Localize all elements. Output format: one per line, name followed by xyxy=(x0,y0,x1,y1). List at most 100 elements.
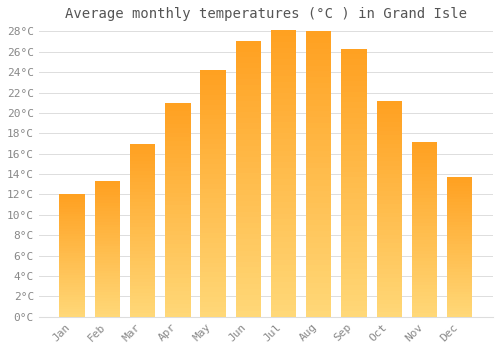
Bar xyxy=(60,202,85,204)
Bar xyxy=(376,101,402,105)
Bar xyxy=(236,239,261,245)
Bar xyxy=(236,173,261,179)
Bar xyxy=(200,75,226,80)
Bar xyxy=(412,167,437,170)
Bar xyxy=(165,248,190,253)
Bar xyxy=(60,309,85,312)
Bar xyxy=(236,184,261,190)
Bar xyxy=(412,174,437,177)
Bar xyxy=(271,162,296,168)
Bar xyxy=(376,105,402,109)
Bar xyxy=(447,283,472,286)
Bar xyxy=(376,200,402,204)
Bar xyxy=(94,254,120,257)
Bar xyxy=(94,273,120,276)
Bar xyxy=(306,83,332,89)
Bar xyxy=(306,282,332,288)
Bar xyxy=(60,253,85,255)
Bar xyxy=(130,213,156,216)
Bar xyxy=(60,302,85,304)
Bar xyxy=(60,195,85,197)
Bar xyxy=(271,70,296,76)
Bar xyxy=(130,251,156,254)
Bar xyxy=(165,210,190,214)
Bar xyxy=(60,297,85,300)
Bar xyxy=(94,187,120,189)
Bar xyxy=(376,109,402,114)
Bar xyxy=(376,183,402,187)
Bar xyxy=(342,177,366,183)
Bar xyxy=(376,196,402,200)
Bar xyxy=(165,265,190,270)
Bar xyxy=(236,273,261,278)
Bar xyxy=(412,247,437,251)
Bar xyxy=(236,190,261,195)
Bar xyxy=(342,140,366,145)
Bar xyxy=(236,63,261,68)
Bar xyxy=(447,191,472,194)
Bar xyxy=(447,199,472,202)
Bar xyxy=(342,242,366,247)
Bar xyxy=(200,144,226,149)
Bar xyxy=(130,199,156,202)
Bar xyxy=(306,294,332,300)
Bar xyxy=(130,206,156,209)
Bar xyxy=(306,288,332,294)
Bar xyxy=(94,203,120,206)
Bar xyxy=(447,275,472,278)
Bar xyxy=(165,103,190,107)
Bar xyxy=(236,68,261,74)
Bar xyxy=(130,150,156,154)
Bar xyxy=(60,256,85,258)
Bar xyxy=(130,300,156,303)
Bar xyxy=(200,198,226,203)
Bar xyxy=(342,295,366,301)
Bar xyxy=(306,306,332,311)
Bar xyxy=(236,124,261,129)
Bar xyxy=(376,300,402,304)
Bar xyxy=(165,253,190,257)
Bar xyxy=(236,151,261,156)
Bar xyxy=(412,299,437,303)
Bar xyxy=(200,124,226,129)
Bar xyxy=(271,156,296,162)
Bar xyxy=(306,243,332,248)
Bar xyxy=(376,191,402,196)
Bar xyxy=(94,189,120,192)
Bar xyxy=(165,188,190,193)
Bar xyxy=(306,300,332,306)
Bar xyxy=(165,141,190,146)
Bar xyxy=(447,228,472,230)
Bar xyxy=(236,146,261,151)
Bar xyxy=(236,134,261,140)
Bar xyxy=(60,233,85,236)
Bar xyxy=(306,71,332,77)
Bar xyxy=(200,169,226,174)
Bar xyxy=(236,118,261,124)
Bar xyxy=(60,312,85,314)
Bar xyxy=(200,277,226,282)
Bar xyxy=(236,96,261,101)
Bar xyxy=(165,111,190,116)
Bar xyxy=(200,297,226,302)
Bar xyxy=(376,313,402,317)
Bar xyxy=(447,308,472,311)
Bar xyxy=(200,203,226,208)
Bar xyxy=(412,240,437,244)
Bar xyxy=(60,260,85,263)
Bar xyxy=(94,271,120,273)
Bar xyxy=(271,259,296,265)
Bar xyxy=(94,200,120,203)
Bar xyxy=(306,66,332,71)
Bar xyxy=(447,208,472,211)
Bar xyxy=(60,251,85,253)
Bar xyxy=(60,212,85,214)
Bar xyxy=(306,311,332,317)
Bar xyxy=(306,37,332,43)
Bar xyxy=(94,265,120,268)
Bar xyxy=(130,154,156,158)
Bar xyxy=(60,214,85,217)
Bar xyxy=(376,230,402,235)
Bar xyxy=(94,181,120,184)
Bar xyxy=(306,32,332,37)
